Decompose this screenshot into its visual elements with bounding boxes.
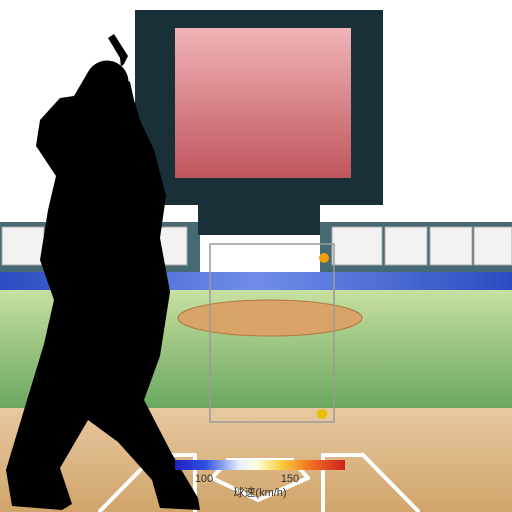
colorbar-tick-label: 100 [195,473,213,485]
colorbar-tick-label: 150 [281,473,299,485]
scoreboard-screen [175,28,351,178]
pitch-marker [319,253,329,263]
pitch-location-diagram: 100 150球速(km/h) [0,0,512,512]
wall-panel [2,227,44,265]
colorbar-axis-label: 球速(km/h) [233,485,286,499]
pitch-marker [317,409,327,419]
wall-panel [385,227,427,265]
diagram-svg: 100 150球速(km/h) [0,0,512,512]
wall-panel [430,227,472,265]
scoreboard-neck [198,205,320,235]
wall-panel [474,227,512,265]
speed-colorbar [175,460,345,470]
wall-panel [332,227,382,265]
